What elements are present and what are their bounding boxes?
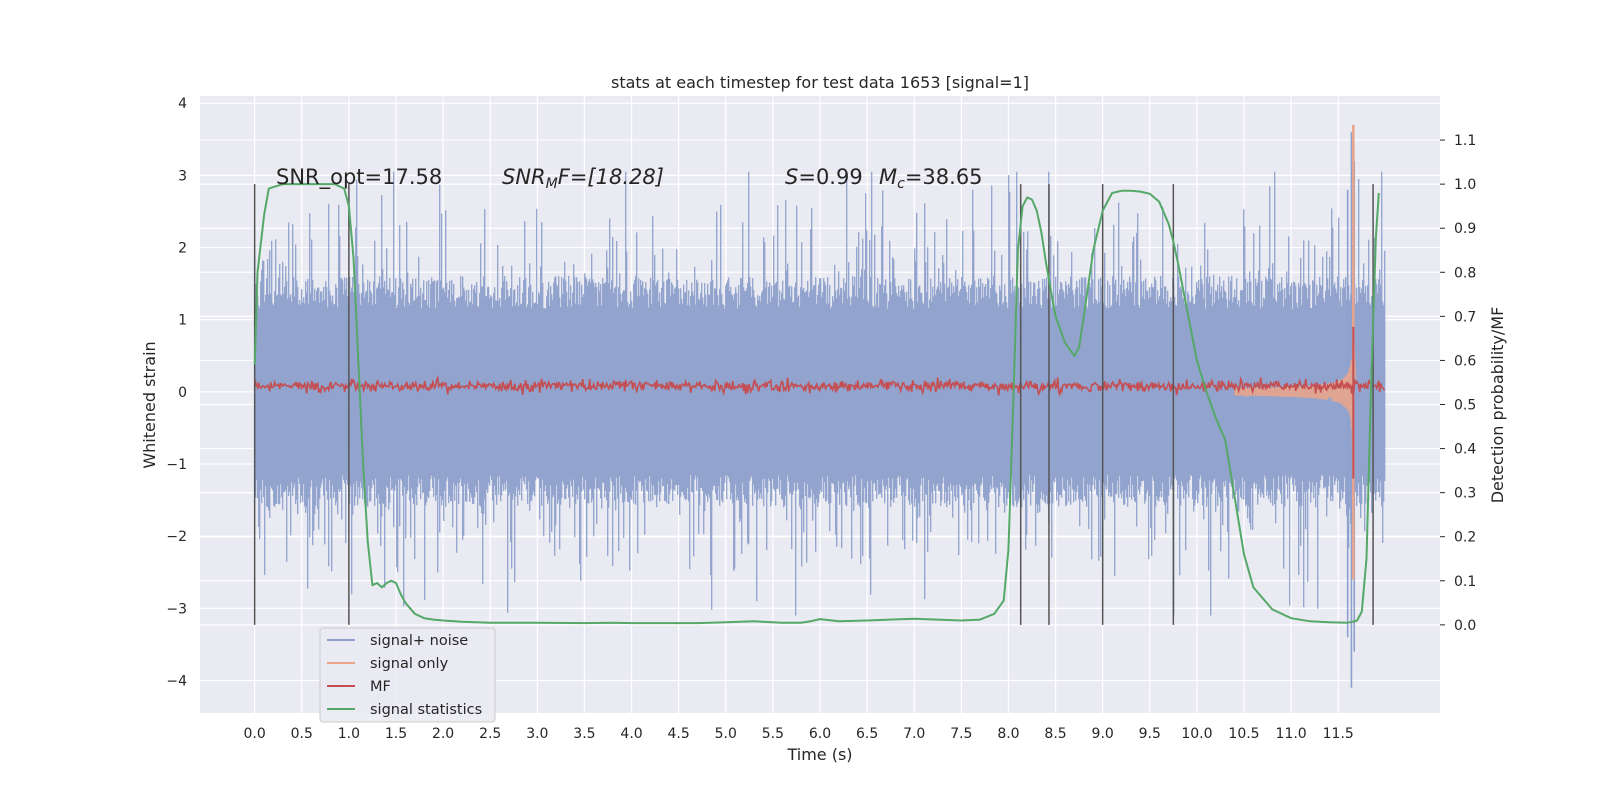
annotation-s: S=0.99: [785, 165, 863, 189]
y-right-tick-label: 0.1: [1454, 574, 1476, 590]
x-tick-label: 10.0: [1181, 726, 1212, 742]
vertical-markers: [253, 184, 1374, 625]
x-tick-label: 0.0: [244, 726, 266, 742]
x-tick-label: 9.5: [1139, 726, 1161, 742]
y-right-tick-label: 0.9: [1454, 221, 1476, 237]
x-tick-label: 9.0: [1092, 726, 1114, 742]
x-tick-label: 4.0: [620, 726, 642, 742]
y-tick-label: 1: [178, 313, 187, 329]
y-tick-label: −3: [166, 601, 187, 617]
y-right-tick-label: 0.6: [1454, 353, 1476, 369]
legend-box: [319, 627, 496, 723]
x-tick-label: 11.0: [1276, 726, 1307, 742]
annotation-s-rest: =0.99: [798, 165, 862, 189]
annotation-snr-mf-sub: M: [546, 176, 558, 192]
legend-label-signal-only: signal only: [370, 656, 449, 672]
x-tick-label: 8.5: [1044, 726, 1066, 742]
legend-label-signal-noise: signal+ noise: [370, 633, 468, 649]
x-tick-label: 6.0: [809, 726, 831, 742]
x-tick-label: 1.5: [385, 726, 407, 742]
annotation-snr-mf-rest: F=[18.28]: [558, 165, 664, 189]
x-tick-label: 0.5: [291, 726, 313, 742]
x-tick-label: 2.0: [432, 726, 454, 742]
series-mf: [253, 326, 1386, 479]
y-right-tick-label: 0.2: [1454, 530, 1476, 546]
x-axis-ticks: 0.0 0.5 1.0 1.5 2.0 2.5 3.0 3.5 4.0 4.5 5.0 5.5 6.0 6…: [244, 726, 1354, 742]
y-tick-label: 2: [178, 241, 187, 257]
legend: signal+ noise signal only MF signal stat…: [319, 627, 496, 723]
y-axis-label-right: Detection probability/MF: [1488, 307, 1507, 504]
y-axis-label: Whitened strain: [140, 341, 159, 468]
y-tick-label: 3: [178, 168, 187, 184]
x-tick-label: 3.0: [526, 726, 548, 742]
x-tick-label: 2.5: [479, 726, 501, 742]
legend-label-mf: MF: [370, 679, 391, 695]
y-right-tick-label: 0.7: [1454, 309, 1476, 325]
y-right-tick-label: 0.4: [1454, 442, 1476, 458]
signal-statistics-line: [253, 183, 1380, 625]
annotation-snr-mf: SNRMF=[18.28]: [502, 165, 664, 192]
annotation-mc-main: M: [879, 165, 897, 189]
x-tick-label: 10.5: [1228, 726, 1259, 742]
annotation-mc: Mc=38.65: [879, 165, 983, 192]
annotation-snr-mf-main: SNR: [502, 165, 546, 189]
series-signal-statistics: [253, 183, 1380, 625]
y-right-tick-label: 1.0: [1454, 177, 1476, 193]
y-tick-label: 4: [178, 96, 187, 112]
y-tick-label: 0: [178, 385, 187, 401]
x-tick-label: 5.0: [715, 726, 737, 742]
x-axis-label: Time (s): [786, 745, 852, 764]
y-right-tick-label: 0.8: [1454, 265, 1476, 281]
y-right-tick-label: 0.0: [1454, 618, 1476, 634]
annotation-snr-opt: SNR_opt=17.58: [276, 165, 442, 190]
x-tick-label: 11.5: [1323, 726, 1354, 742]
x-tick-label: 4.5: [668, 726, 690, 742]
legend-label-signal-statistics: signal statistics: [370, 702, 482, 718]
y-axis-ticks-right: 1.1 1.0 0.9 0.8 0.7 0.6 0.5 0.4 0.3 0.2 0.1 0.0: [1440, 133, 1476, 634]
x-tick-label: 6.5: [856, 726, 878, 742]
x-tick-label: 5.5: [762, 726, 784, 742]
x-tick-label: 1.0: [338, 726, 360, 742]
x-tick-label: 3.5: [573, 726, 595, 742]
y-right-tick-label: 1.1: [1454, 133, 1476, 149]
annotation-mc-rest: =38.65: [905, 165, 983, 189]
y-tick-label: −4: [166, 674, 187, 690]
annotation-s-main: S: [785, 165, 798, 189]
annotation-mc-sub: c: [897, 176, 905, 192]
x-tick-label: 7.5: [950, 726, 972, 742]
y-right-tick-label: 0.5: [1454, 398, 1476, 414]
mf-line: [253, 375, 1386, 398]
y-tick-label: −1: [166, 457, 187, 473]
x-tick-label: 8.0: [997, 726, 1019, 742]
y-axis-ticks-left: 4 3 2 1 0 −1 −2 −3 −4: [166, 96, 187, 689]
y-tick-label: −2: [166, 529, 187, 545]
y-right-tick-label: 0.3: [1454, 486, 1476, 502]
chart-title: stats at each timestep for test data 165…: [611, 73, 1029, 92]
annotations: SNR_opt=17.58 SNRMF=[18.28] S=0.99 Mc=38…: [276, 165, 983, 192]
x-tick-label: 7.0: [903, 726, 925, 742]
